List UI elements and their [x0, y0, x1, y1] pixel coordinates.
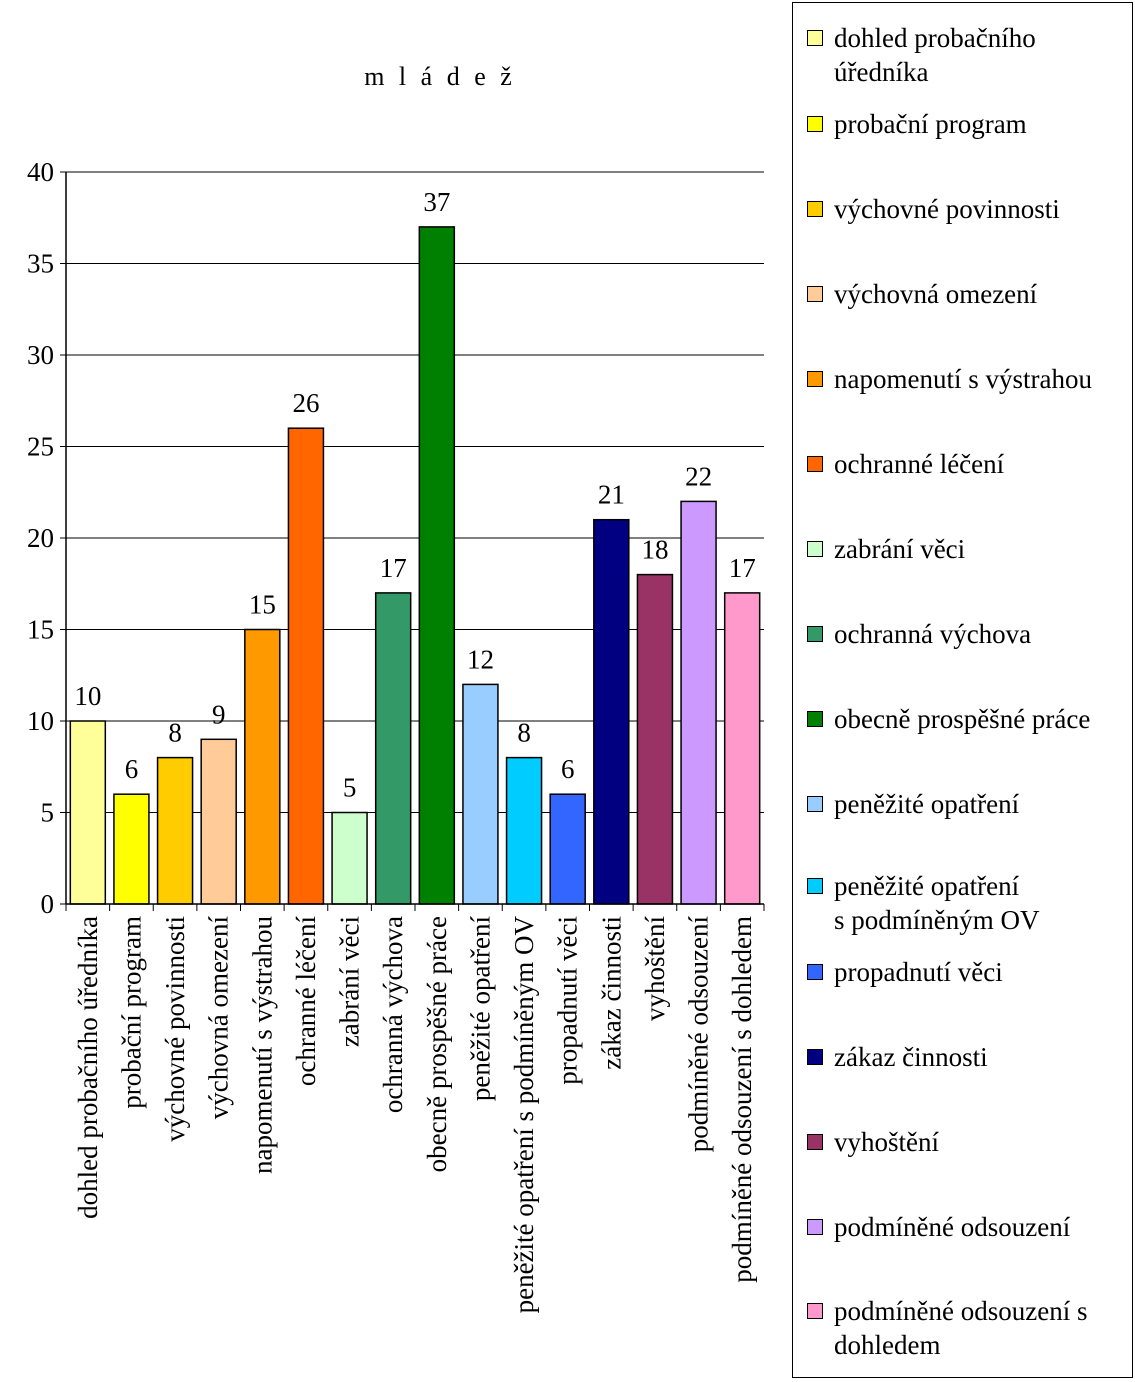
- x-tick-label: napomenutí s výstrahou: [247, 916, 277, 1174]
- y-tick-label: 30: [27, 340, 54, 370]
- x-tick-label: výchovná omezení: [204, 916, 234, 1120]
- legend-swatch: [807, 371, 823, 387]
- legend-label: ochranná výchova: [834, 619, 1032, 649]
- data-label: 22: [685, 461, 712, 491]
- data-label: 10: [74, 681, 101, 711]
- data-label: 17: [380, 553, 407, 583]
- y-tick-label: 25: [27, 432, 54, 462]
- bar: [113, 793, 150, 905]
- x-tick-label: zákaz činnosti: [596, 916, 626, 1070]
- y-tick-label: 10: [27, 706, 54, 736]
- legend-label: probační program: [834, 109, 1027, 139]
- x-tick-label: výchovné povinnosti: [160, 916, 190, 1142]
- gridlines: [66, 171, 764, 813]
- bars: [69, 226, 761, 905]
- legend-swatch: [807, 456, 823, 472]
- bar: [374, 592, 412, 905]
- x-tick-label: propadnutí věci: [553, 916, 583, 1085]
- legend-swatch: [807, 1134, 823, 1150]
- legend-label: ochranné léčení: [834, 449, 1005, 479]
- data-label: 8: [168, 718, 182, 748]
- x-tick-label: vyhoštění: [640, 916, 670, 1021]
- data-label: 8: [517, 718, 531, 748]
- data-label: 9: [212, 699, 226, 729]
- y-tick-label: 35: [27, 249, 54, 279]
- bar: [418, 226, 456, 905]
- legend-swatch: [807, 711, 823, 727]
- legend-label: vyhoštění: [834, 1127, 939, 1157]
- legend-label: podmíněné odsouzení s dohledem: [834, 1296, 1088, 1360]
- legend-swatch: [807, 30, 823, 46]
- data-label: 6: [561, 754, 575, 784]
- x-tick-label: obecně prospěšné práce: [422, 916, 452, 1172]
- data-label: 18: [641, 535, 668, 565]
- chart-title: m l á d e ž: [364, 62, 516, 91]
- x-tick-label: peněžité opatření: [465, 916, 495, 1102]
- data-label: 17: [729, 553, 756, 583]
- x-tick-label: ochranné léčení: [291, 916, 321, 1087]
- bar: [200, 738, 237, 905]
- x-tick-label: podmíněné odsouzení s dohledem: [727, 916, 757, 1283]
- legend-swatch: [807, 796, 823, 812]
- x-axis-tick-labels: dohled probačního úředníka probační progr…: [73, 916, 757, 1314]
- legend-swatch: [807, 1049, 823, 1065]
- legend-label: obecně prospěšné práce: [834, 704, 1091, 734]
- data-label: 15: [249, 590, 276, 620]
- y-tick-label: 5: [41, 798, 55, 828]
- x-tick-label: peněžité opatření s podmíněným OV: [509, 916, 539, 1314]
- data-label: 21: [598, 480, 625, 510]
- legend-label: peněžité opatření s podmíněným OV: [834, 871, 1040, 935]
- bar: [593, 518, 630, 905]
- legend-label: výchovné povinnosti: [834, 194, 1060, 224]
- bar: [244, 628, 281, 905]
- data-label: 5: [343, 773, 357, 803]
- legend-swatch: [807, 964, 823, 980]
- x-tick-label: dohled probačního úředníka: [73, 916, 103, 1219]
- data-label: 37: [423, 187, 450, 217]
- legend-label: podmíněné odsouzení: [834, 1212, 1071, 1242]
- legend-swatch: [807, 1219, 823, 1235]
- data-label: 26: [292, 388, 319, 418]
- bar: [462, 683, 499, 905]
- bar: [723, 592, 761, 905]
- x-tick-label: zabrání věci: [335, 916, 365, 1047]
- bar: [680, 500, 717, 905]
- bar: [505, 756, 543, 905]
- legend-label: zabrání věci: [834, 534, 966, 564]
- legend-label: výchovná omezení: [834, 279, 1038, 309]
- legend: dohled probačního úředníka probační progr…: [792, 2, 1133, 1378]
- legend-swatch: [807, 286, 823, 302]
- bar: [549, 793, 586, 905]
- y-tick-label: 15: [27, 615, 54, 645]
- legend-label: dohled probačního úředníka: [834, 23, 1036, 87]
- legend-swatch: [807, 626, 823, 642]
- bar: [69, 720, 107, 905]
- x-tick-label: ochranná výchova: [378, 916, 408, 1113]
- y-axis-ticks: 0 5 10 15 20 25 30 35 40: [27, 157, 66, 919]
- y-tick-label: 0: [41, 889, 55, 919]
- bar: [331, 811, 368, 905]
- legend-label: propadnutí věci: [834, 957, 1003, 987]
- data-label: 12: [467, 644, 494, 674]
- legend-swatch: [807, 878, 823, 894]
- legend-swatch: [807, 1303, 823, 1319]
- bar: [156, 756, 194, 905]
- y-tick-label: 40: [27, 157, 54, 187]
- legend-label: zákaz činnosti: [834, 1042, 988, 1072]
- legend-swatch: [807, 116, 823, 132]
- legend-label: napomenutí s výstrahou: [834, 364, 1092, 394]
- legend-label: peněžité opatření: [834, 789, 1020, 819]
- x-tick-label: podmíněné odsouzení: [684, 916, 714, 1153]
- legend-swatch: [807, 541, 823, 557]
- x-tick-label: probační program: [116, 916, 146, 1109]
- data-label: 6: [125, 754, 139, 784]
- bar: [636, 573, 674, 905]
- legend-swatch: [807, 201, 823, 217]
- y-tick-label: 20: [27, 523, 54, 553]
- bar: [287, 427, 325, 905]
